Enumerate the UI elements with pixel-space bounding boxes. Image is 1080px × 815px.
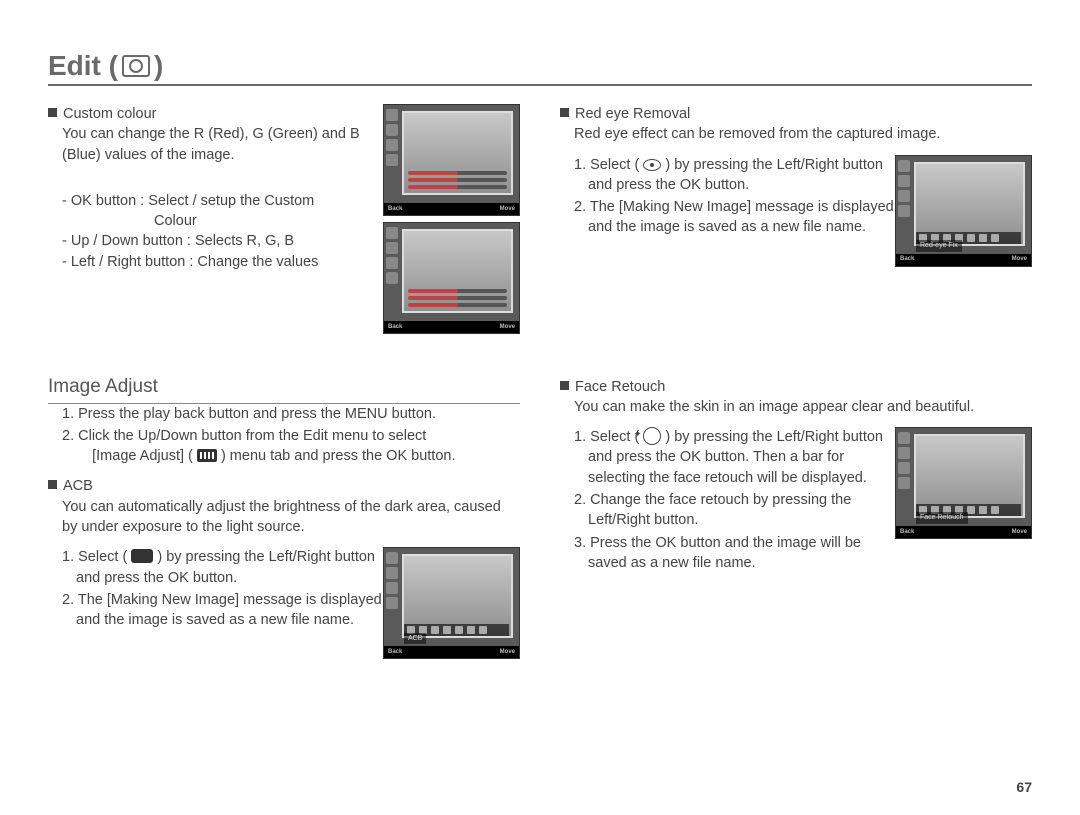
title-suffix: ) xyxy=(154,50,163,82)
bullet-icon xyxy=(48,480,57,489)
bullet-icon xyxy=(560,381,569,390)
screenshot-thumb: BackMove xyxy=(383,104,520,216)
face-desc: You can make the skin in an image appear… xyxy=(560,397,1032,417)
image-adjust-steps: 1. Press the play back button and press … xyxy=(48,404,520,467)
content-columns: BackMove BackMove Custom colour You can … xyxy=(48,104,1032,659)
acb-heading: ACB xyxy=(63,478,93,494)
redeye-heading: Red eye Removal xyxy=(575,106,690,122)
screenshot-thumb: Face Retouch BackMove xyxy=(895,427,1032,539)
custom-colour-section: BackMove BackMove Custom colour You can … xyxy=(48,104,520,334)
redeye-desc: Red eye effect can be removed from the c… xyxy=(560,124,1032,144)
page-number: 67 xyxy=(1016,779,1032,795)
redeye-thumb-wrap: Red-eye Fix BackMove xyxy=(895,155,1032,267)
image-adjust-icon xyxy=(197,449,217,462)
redeye-section: Red eye Removal Red eye effect can be re… xyxy=(560,104,1032,267)
face-retouch-icon xyxy=(643,427,661,445)
acb-icon xyxy=(131,549,153,563)
ia-step1: 1. Press the play back button and press … xyxy=(62,404,520,424)
right-column: Red eye Removal Red eye effect can be re… xyxy=(560,104,1032,659)
custom-colour-thumbs: BackMove BackMove xyxy=(383,104,520,334)
page-title: Edit ( ) xyxy=(48,50,1032,86)
custom-colour-heading: Custom colour xyxy=(63,106,156,122)
face-thumb-wrap: Face Retouch BackMove xyxy=(895,427,1032,539)
bullet-icon xyxy=(48,108,57,117)
face-heading: Face Retouch xyxy=(575,379,665,395)
acb-thumb-wrap: ACB BackMove xyxy=(383,547,520,659)
bullet-icon xyxy=(560,108,569,117)
ia-step2: 2. Click the Up/Down button from the Edi… xyxy=(62,426,520,467)
acb-desc: You can automatically adjust the brightn… xyxy=(48,497,520,538)
left-column: BackMove BackMove Custom colour You can … xyxy=(48,104,520,659)
screenshot-thumb: Red-eye Fix BackMove xyxy=(895,155,1032,267)
image-adjust-heading: Image Adjust xyxy=(48,374,520,404)
title-prefix: Edit ( xyxy=(48,50,118,82)
redeye-icon xyxy=(643,159,661,171)
edit-mode-icon xyxy=(122,55,150,77)
screenshot-thumb: ACB BackMove xyxy=(383,547,520,659)
face-section: Face Retouch You can make the skin in an… xyxy=(560,377,1032,576)
acb-section: ACB You can automatically adjust the bri… xyxy=(48,476,520,659)
screenshot-thumb: BackMove xyxy=(383,222,520,334)
